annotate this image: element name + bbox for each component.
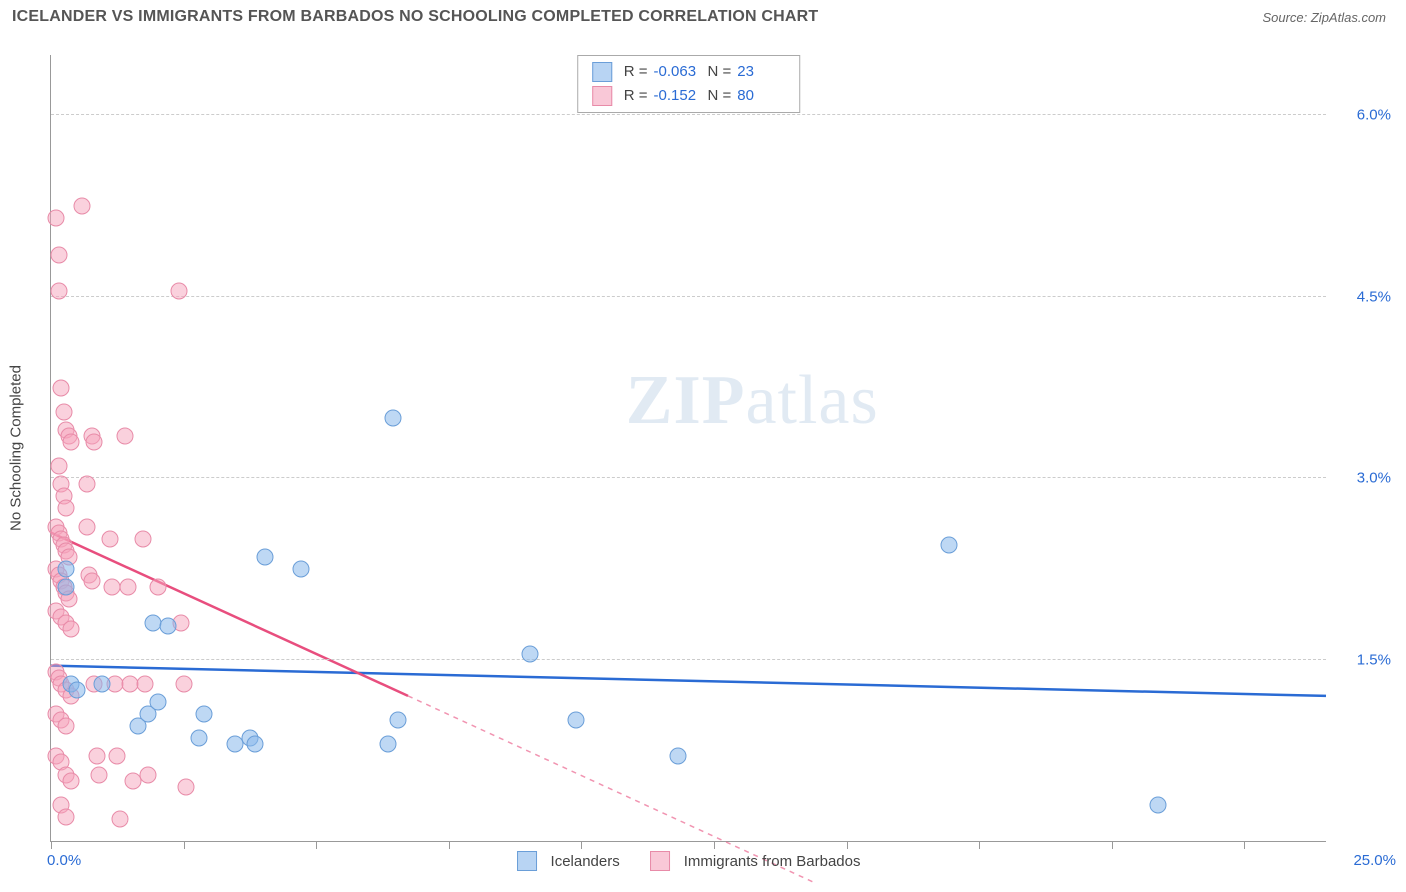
stats-box: R = -0.063 N = 23 R = -0.152 N = 80	[577, 55, 801, 113]
legend-item: Icelanders	[517, 851, 620, 871]
legend-label: Immigrants from Barbados	[684, 853, 861, 870]
data-point	[73, 198, 90, 215]
stat-n-value: 23	[737, 60, 785, 84]
gridline	[51, 477, 1326, 478]
data-point	[170, 282, 187, 299]
data-point	[292, 560, 309, 577]
xtick	[184, 841, 185, 849]
data-point	[940, 536, 957, 553]
stat-r-label: R =	[624, 60, 648, 84]
stat-r-label: R =	[624, 84, 648, 108]
data-point	[50, 282, 67, 299]
data-point	[91, 766, 108, 783]
scatter-chart: ZIPatlas No Schooling Completed R = -0.0…	[50, 55, 1326, 842]
stat-r-value: -0.152	[654, 84, 702, 108]
data-point	[178, 778, 195, 795]
xtick	[1244, 841, 1245, 849]
data-point	[190, 730, 207, 747]
data-point	[670, 748, 687, 765]
data-point	[119, 579, 136, 596]
data-point	[384, 409, 401, 426]
data-point	[247, 736, 264, 753]
data-point	[63, 433, 80, 450]
data-point	[111, 811, 128, 828]
stat-n-label: N =	[708, 84, 732, 108]
gridline	[51, 296, 1326, 297]
swatch-icon	[517, 851, 537, 871]
x-max-label: 25.0%	[1353, 852, 1396, 869]
data-point	[139, 766, 156, 783]
data-point	[1149, 796, 1166, 813]
ytick-label: 3.0%	[1336, 470, 1391, 487]
ytick-label: 6.0%	[1336, 107, 1391, 124]
data-point	[94, 675, 111, 692]
data-point	[379, 736, 396, 753]
xtick	[979, 841, 980, 849]
y-axis-label: No Schooling Completed	[8, 365, 25, 531]
ytick-label: 4.5%	[1336, 288, 1391, 305]
stats-row: R = -0.152 N = 80	[592, 84, 786, 108]
data-point	[109, 748, 126, 765]
xtick	[581, 841, 582, 849]
data-point	[63, 621, 80, 638]
data-point	[58, 808, 75, 825]
legend-item: Immigrants from Barbados	[650, 851, 861, 871]
data-point	[160, 617, 177, 634]
source-label: Source: ZipAtlas.com	[1262, 10, 1386, 25]
data-point	[78, 476, 95, 493]
data-point	[150, 693, 167, 710]
data-point	[175, 675, 192, 692]
xtick	[449, 841, 450, 849]
data-point	[83, 573, 100, 590]
stats-row: R = -0.063 N = 23	[592, 60, 786, 84]
data-point	[522, 645, 539, 662]
data-point	[257, 548, 274, 565]
data-point	[58, 579, 75, 596]
chart-title: ICELANDER VS IMMIGRANTS FROM BARBADOS NO…	[12, 8, 818, 26]
x-min-label: 0.0%	[47, 852, 81, 869]
swatch-icon	[592, 62, 612, 82]
data-point	[196, 706, 213, 723]
data-point	[78, 518, 95, 535]
stat-n-label: N =	[708, 60, 732, 84]
xtick	[1112, 841, 1113, 849]
data-point	[68, 681, 85, 698]
legend-label: Icelanders	[551, 853, 620, 870]
data-point	[58, 560, 75, 577]
swatch-icon	[650, 851, 670, 871]
data-point	[134, 530, 151, 547]
chart-header: ICELANDER VS IMMIGRANTS FROM BARBADOS NO…	[0, 0, 1406, 32]
data-point	[389, 712, 406, 729]
data-point	[53, 379, 70, 396]
data-point	[50, 246, 67, 263]
data-point	[58, 500, 75, 517]
chart-legend: Icelanders Immigrants from Barbados	[517, 851, 861, 871]
trend-lines	[51, 55, 1326, 841]
data-point	[50, 458, 67, 475]
xtick	[847, 841, 848, 849]
data-point	[568, 712, 585, 729]
swatch-icon	[592, 86, 612, 106]
data-point	[137, 675, 154, 692]
data-point	[101, 530, 118, 547]
stat-r-value: -0.063	[654, 60, 702, 84]
ytick-label: 1.5%	[1336, 651, 1391, 668]
data-point	[88, 748, 105, 765]
xtick	[51, 841, 52, 849]
data-point	[63, 772, 80, 789]
data-point	[58, 718, 75, 735]
gridline	[51, 114, 1326, 115]
data-point	[55, 403, 72, 420]
xtick	[316, 841, 317, 849]
gridline	[51, 659, 1326, 660]
xtick	[714, 841, 715, 849]
data-point	[86, 433, 103, 450]
data-point	[150, 579, 167, 596]
data-point	[116, 427, 133, 444]
stat-n-value: 80	[737, 84, 785, 108]
data-point	[48, 210, 65, 227]
